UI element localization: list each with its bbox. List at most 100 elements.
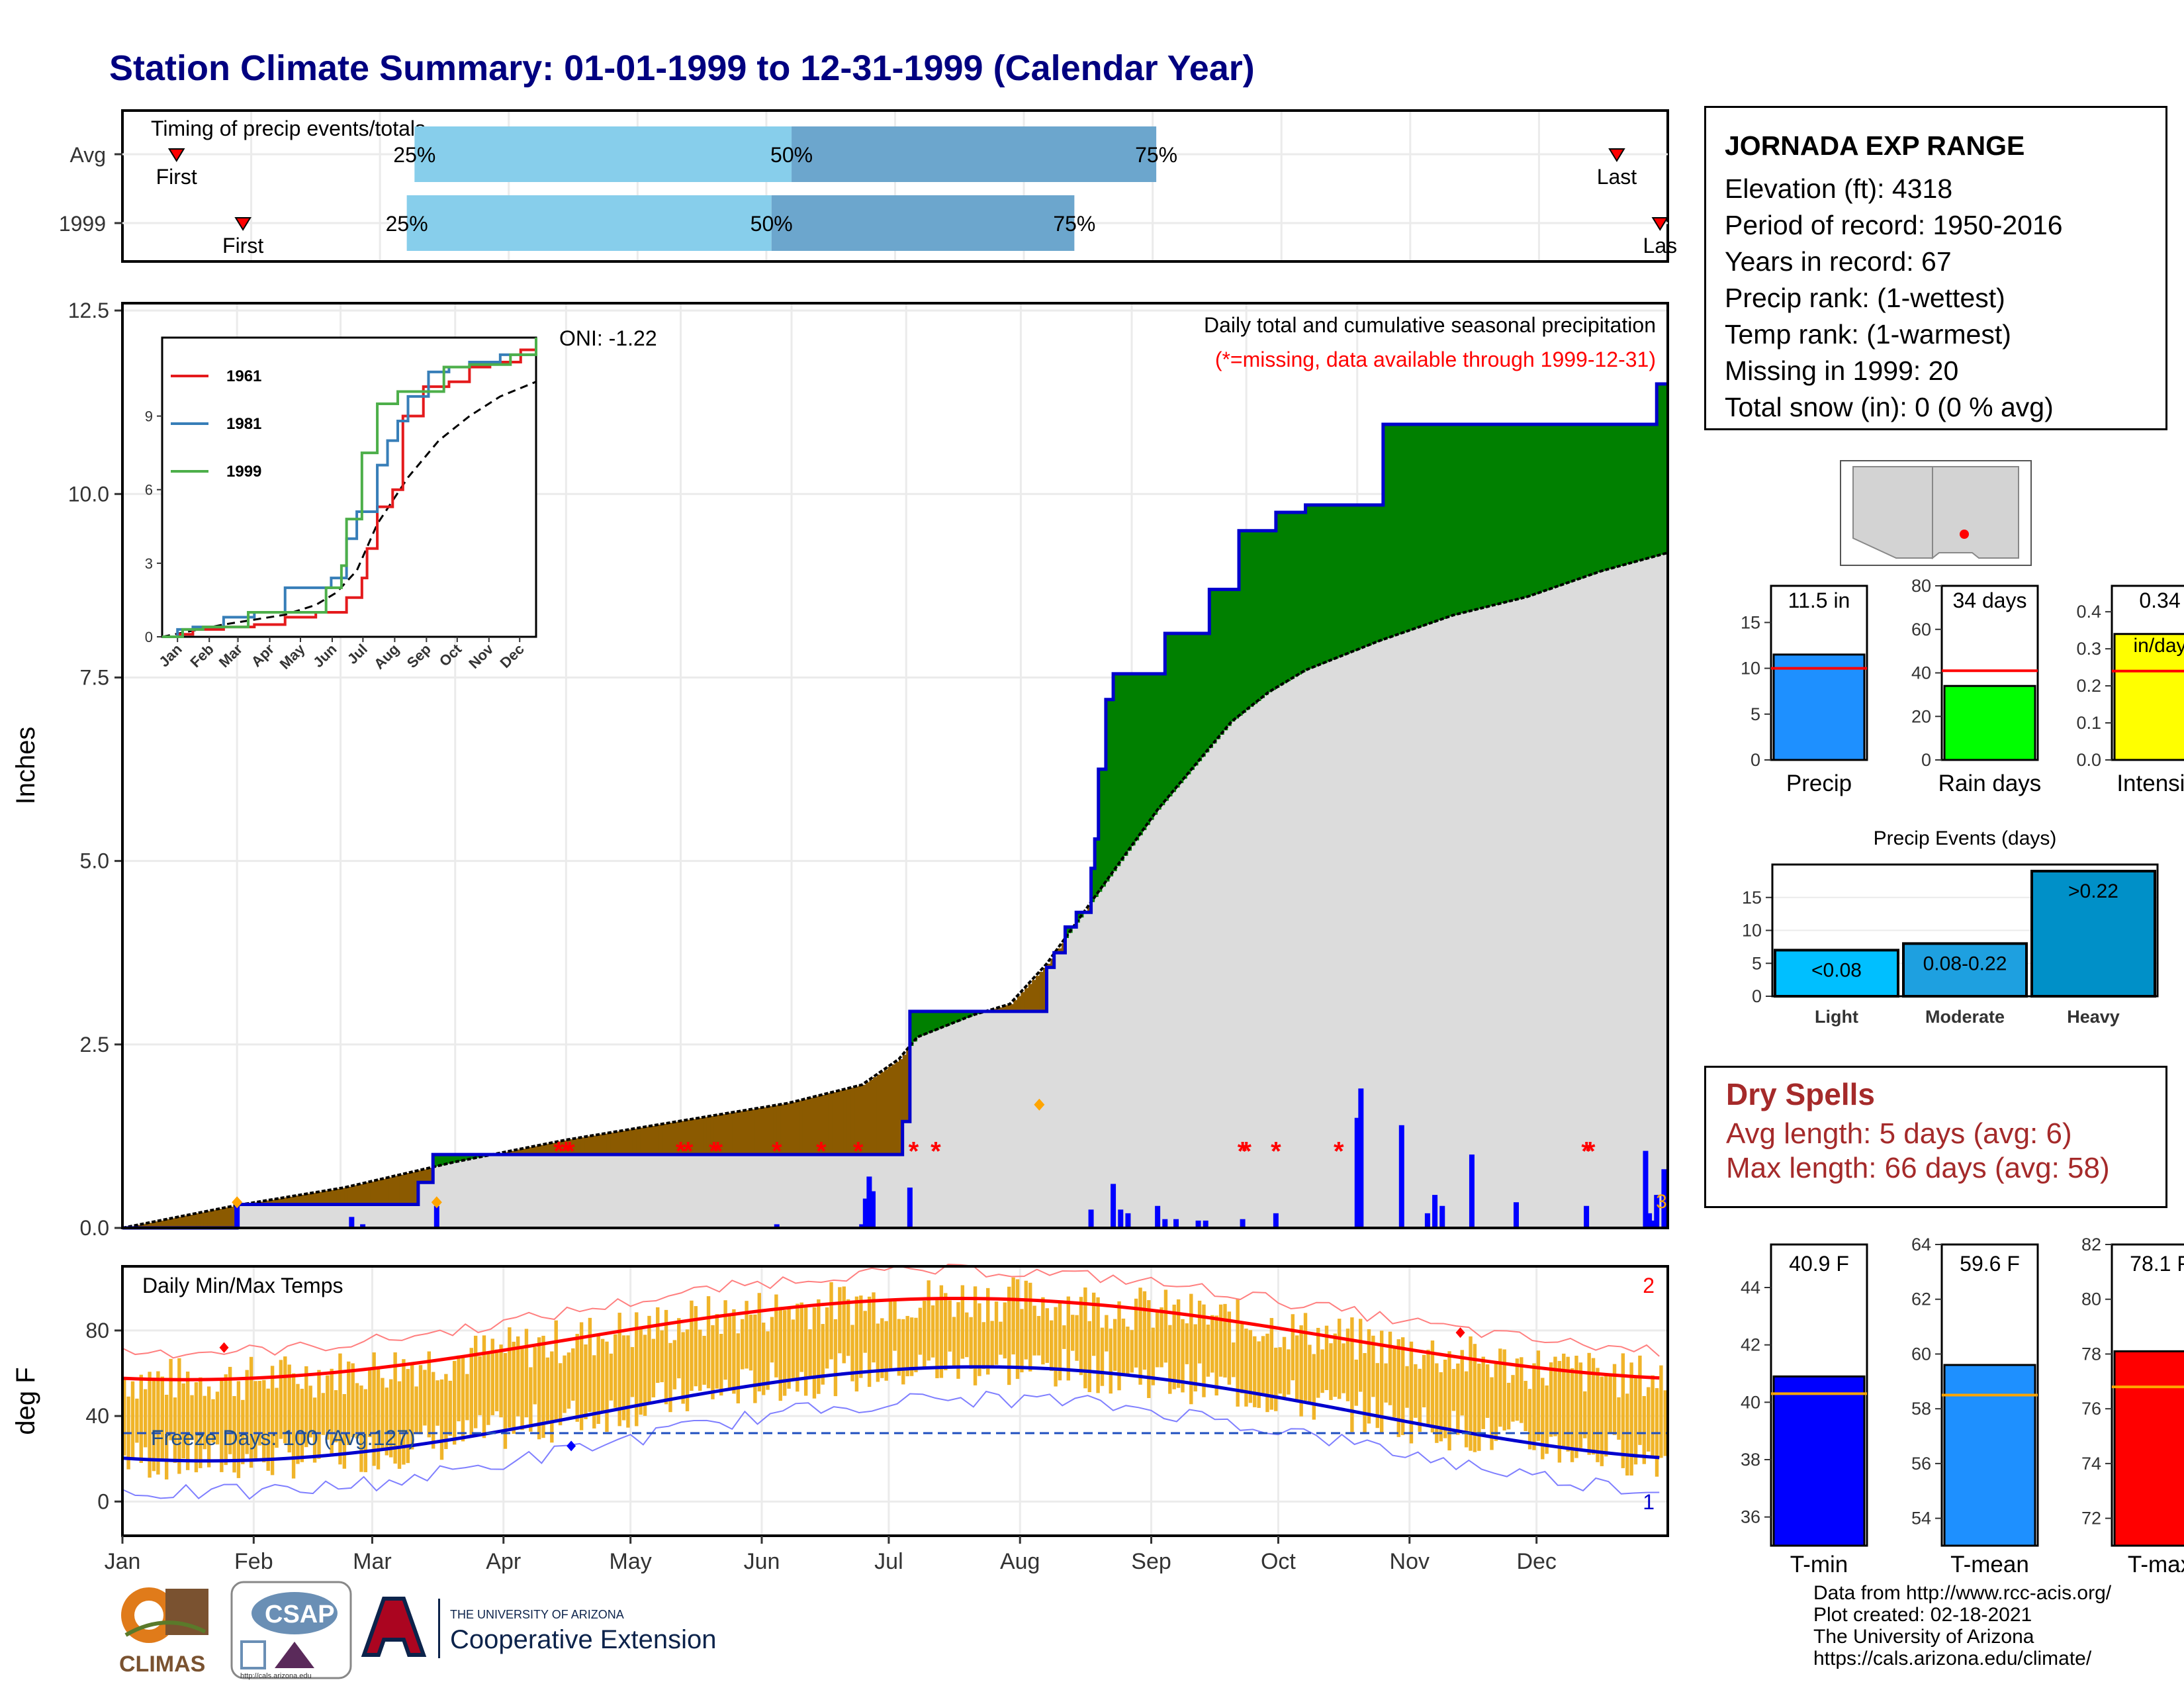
month-tick-label: Sep bbox=[1131, 1549, 1171, 1574]
below-normal-slice bbox=[218, 1209, 223, 1228]
above-normal-slice bbox=[1324, 504, 1328, 663]
missing-marker: * bbox=[1334, 1137, 1344, 1166]
daily-temp-bar bbox=[829, 1282, 833, 1360]
normal-area-slice bbox=[1128, 851, 1132, 1228]
below-normal-slice bbox=[514, 1150, 519, 1155]
daily-temp-bar bbox=[245, 1370, 249, 1454]
daily-temp-bar bbox=[999, 1321, 1003, 1355]
normal-area-slice bbox=[1076, 922, 1081, 1228]
normal-area-slice bbox=[555, 1154, 559, 1228]
intensity-tick-label: 0.3 bbox=[2076, 639, 2101, 659]
above-normal-slice bbox=[1438, 424, 1443, 620]
below-normal-slice bbox=[536, 1145, 541, 1155]
above-normal-slice bbox=[1416, 424, 1421, 628]
missing-marker: * bbox=[709, 1137, 719, 1166]
normal-area-slice bbox=[976, 1013, 981, 1228]
above-normal-slice bbox=[1076, 912, 1081, 923]
daily-temp-bar bbox=[1490, 1377, 1494, 1450]
missing-marker: * bbox=[1581, 1137, 1592, 1166]
timing-row-label: 1999 bbox=[59, 212, 106, 236]
normal-area-slice bbox=[680, 1154, 685, 1228]
normal-area-slice bbox=[1641, 559, 1647, 1228]
daily-temp-bar bbox=[300, 1388, 304, 1462]
above-normal-slice bbox=[1372, 504, 1377, 644]
daily-temp-bar bbox=[1494, 1362, 1498, 1441]
below-normal-slice bbox=[573, 1139, 578, 1155]
normal-area-slice bbox=[1353, 651, 1358, 1228]
normal-area-slice bbox=[1283, 683, 1288, 1228]
normal-area-slice bbox=[455, 1162, 460, 1228]
normal-area-slice bbox=[599, 1154, 604, 1228]
below-normal-slice bbox=[640, 1127, 645, 1155]
below-normal-slice bbox=[226, 1207, 230, 1228]
daily-temp-bar bbox=[1096, 1297, 1100, 1393]
month-tick-label: Nov bbox=[1390, 1549, 1430, 1574]
daily-temp-bar bbox=[965, 1312, 969, 1358]
daily-temp-bar bbox=[1338, 1319, 1342, 1399]
normal-area-slice bbox=[1516, 599, 1521, 1228]
page-title: Station Climate Summary: 01-01-1999 to 1… bbox=[109, 48, 1255, 88]
above-normal-slice bbox=[1298, 512, 1302, 675]
daily-precip-bar bbox=[1654, 1195, 1660, 1228]
above-normal-slice bbox=[1538, 424, 1543, 593]
normal-area-slice bbox=[1586, 576, 1591, 1228]
daily-temp-bar bbox=[1342, 1343, 1345, 1393]
above-normal-slice bbox=[1291, 512, 1295, 679]
daily-temp-bar bbox=[228, 1366, 232, 1454]
above-normal-slice bbox=[1338, 504, 1343, 657]
precip-events-tick-label: 5 bbox=[1752, 953, 1762, 973]
above-normal-slice bbox=[1390, 424, 1395, 637]
daily-temp-bar bbox=[1439, 1372, 1443, 1442]
below-normal-slice bbox=[858, 1086, 863, 1155]
below-normal-slice bbox=[821, 1095, 826, 1155]
tmean-tick-label: 58 bbox=[1911, 1399, 1931, 1419]
above-normal-slice bbox=[1468, 424, 1473, 612]
above-normal-slice bbox=[1453, 424, 1458, 616]
normal-area-slice bbox=[1401, 633, 1406, 1228]
normal-area-slice bbox=[344, 1204, 349, 1228]
above-normal-slice bbox=[1445, 424, 1451, 618]
above-normal-slice bbox=[1612, 424, 1617, 569]
daily-temp-bar bbox=[317, 1370, 321, 1459]
missing-marker: * bbox=[1238, 1137, 1248, 1166]
tmax-tick-label: 76 bbox=[2081, 1399, 2101, 1419]
below-normal-slice bbox=[1006, 1005, 1011, 1011]
daily-temp-bar bbox=[279, 1360, 283, 1439]
normal-area-slice bbox=[1338, 657, 1343, 1228]
climas-text: CLIMAS bbox=[119, 1652, 205, 1677]
precip-value: 11.5 in bbox=[1788, 588, 1850, 612]
normal-area-slice bbox=[1328, 661, 1332, 1228]
daily-temp-bar bbox=[1621, 1353, 1625, 1468]
daily-temp-bar bbox=[1248, 1330, 1253, 1403]
above-normal-slice bbox=[965, 1011, 970, 1018]
normal-area-slice bbox=[347, 1204, 353, 1228]
rain-days-tick-label: 80 bbox=[1911, 576, 1931, 596]
inset-y-tick-label: 6 bbox=[145, 482, 153, 498]
daily-temp-bar bbox=[1363, 1353, 1367, 1432]
above-normal-slice bbox=[1154, 673, 1158, 815]
normal-area-slice bbox=[928, 1033, 933, 1228]
intensity-tick-label: 0.0 bbox=[2076, 750, 2101, 770]
normal-area-slice bbox=[1331, 659, 1336, 1228]
dry-spells-max: Max length: 66 days (avg: 58) bbox=[1726, 1152, 2110, 1184]
missing-marker: * bbox=[683, 1137, 694, 1166]
tmax-tick-label: 82 bbox=[2081, 1235, 2101, 1254]
normal-area-slice bbox=[566, 1154, 570, 1228]
above-normal-slice bbox=[1512, 424, 1517, 601]
normal-area-slice bbox=[584, 1154, 589, 1228]
normal-area-slice bbox=[739, 1154, 745, 1228]
below-normal-slice bbox=[899, 1058, 903, 1155]
normal-area-slice bbox=[825, 1154, 829, 1228]
normal-area-slice bbox=[314, 1204, 319, 1228]
normal-area-slice bbox=[1087, 912, 1092, 1228]
month-tick-label: Apr bbox=[486, 1549, 521, 1574]
daily-temp-bar bbox=[981, 1322, 986, 1370]
daily-temp-bar bbox=[694, 1306, 698, 1387]
daily-temp-bar bbox=[1642, 1395, 1647, 1464]
above-normal-slice bbox=[943, 1011, 948, 1027]
daily-temp-bar bbox=[1151, 1327, 1155, 1385]
daily-temp-bar bbox=[177, 1358, 181, 1474]
daily-temp-bar bbox=[732, 1309, 736, 1394]
daily-temp-bar bbox=[1168, 1325, 1172, 1394]
daily-temp-bar bbox=[1422, 1354, 1426, 1408]
